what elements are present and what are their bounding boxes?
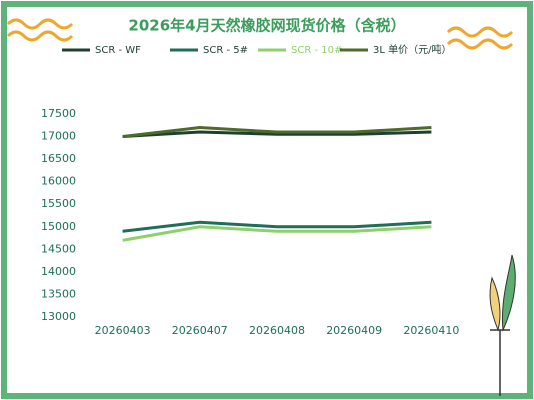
series-line [122, 130, 432, 139]
chart-title: 2026年4月天然橡胶网现货价格（含税） [128, 17, 405, 35]
y-tick-label: 17500 [41, 107, 76, 120]
series-line [122, 220, 432, 233]
y-tick-label: 13500 [41, 287, 76, 300]
y-tick-label: 16500 [41, 152, 76, 165]
y-tick-label: 16000 [41, 175, 76, 188]
y-tick-label: 17000 [41, 130, 76, 143]
series-line [122, 126, 432, 139]
x-tick-label: 20260408 [249, 324, 305, 337]
x-tick-label: 20260410 [403, 324, 459, 337]
x-tick-label: 20260403 [95, 324, 151, 337]
y-tick-label: 13000 [41, 310, 76, 323]
legend-label: SCR - 10# [291, 45, 342, 56]
legend-label: 3L 单价（元/吨） [373, 43, 451, 56]
series-line [122, 225, 432, 242]
legend-label: SCR - 5# [203, 45, 248, 56]
decoration-waves [6, 18, 514, 50]
legend-label: SCR - WF [95, 45, 141, 56]
y-tick-label: 14000 [41, 265, 76, 278]
y-tick-label: 15000 [41, 220, 76, 233]
y-tick-label: 15500 [41, 197, 76, 210]
x-tick-label: 20260409 [326, 324, 382, 337]
x-tick-label: 20260407 [172, 324, 228, 337]
decoration-plant [489, 254, 516, 396]
y-tick-label: 14500 [41, 242, 76, 255]
